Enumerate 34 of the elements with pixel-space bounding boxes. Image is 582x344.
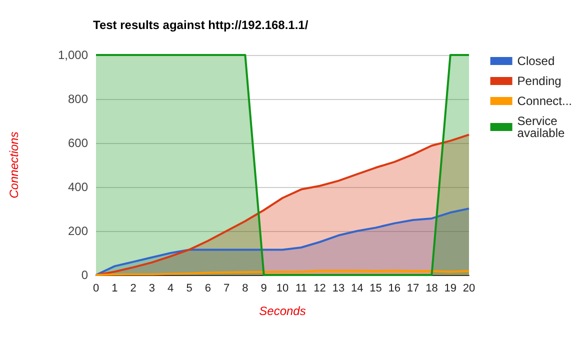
x-tick-label: 11	[295, 282, 307, 294]
x-tick-label: 5	[186, 282, 192, 294]
x-tick-label: 16	[388, 282, 401, 294]
x-tick-label: 19	[444, 282, 456, 294]
x-tick-label: 6	[204, 282, 211, 294]
x-tick-label: 3	[148, 282, 156, 294]
x-tick-label: 4	[168, 282, 174, 294]
legend-label: Closed	[517, 54, 555, 68]
x-tick-label: 13	[332, 282, 345, 294]
x-tick-label: 14	[350, 282, 364, 294]
x-tick-label: 8	[242, 282, 248, 294]
y-tick-label: 1,000	[58, 48, 88, 62]
x-tick-label: 1	[112, 282, 118, 294]
x-tick-label: 9	[260, 282, 267, 294]
chart-title: Test results against http://192.168.1.1/	[93, 18, 309, 32]
x-tick-label: 0	[92, 282, 100, 294]
x-tick-label: 17	[406, 282, 420, 294]
x-axis-title: Seconds	[259, 304, 306, 318]
legend-label: Pending	[517, 74, 562, 88]
x-tick-label: 2	[130, 282, 136, 294]
y-tick-label: 600	[68, 136, 88, 150]
x-tick-label: 10	[276, 282, 289, 294]
legend-label: Service available	[517, 114, 565, 140]
legend-label: Connect...	[517, 94, 572, 108]
y-tick-label: 800	[68, 92, 88, 106]
x-tick-label: 20	[462, 282, 476, 294]
y-tick-label: 400	[68, 180, 88, 194]
y-tick-label: 200	[68, 224, 88, 238]
y-tick-label: 0	[81, 268, 88, 282]
y-axis-title: Connections	[7, 132, 21, 198]
x-tick-label: 12	[314, 282, 326, 294]
x-tick-label: 7	[223, 282, 230, 294]
x-tick-label: 15	[370, 282, 382, 294]
x-tick-label: 18	[426, 282, 438, 294]
